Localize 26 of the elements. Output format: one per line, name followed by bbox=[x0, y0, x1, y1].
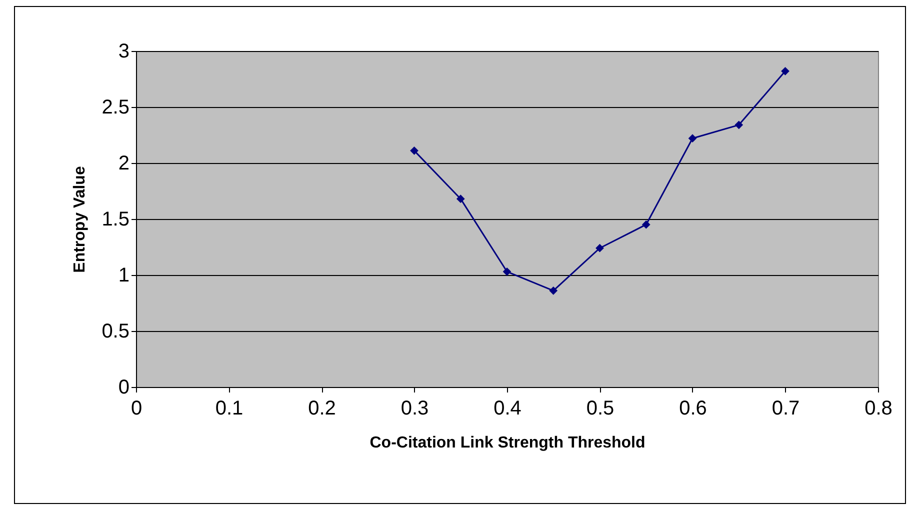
x-tick-label: 0.7 bbox=[772, 398, 800, 420]
x-tick-label: 0.6 bbox=[679, 398, 707, 420]
point bbox=[688, 134, 697, 143]
point bbox=[781, 66, 790, 76]
point bbox=[549, 286, 558, 295]
point bbox=[456, 194, 465, 204]
x-tick-label: 0.2 bbox=[308, 398, 336, 420]
point bbox=[502, 267, 512, 276]
x-axis-title: Co-Citation Link Strength Threshold bbox=[370, 434, 646, 452]
y-tick-label: 1 bbox=[118, 264, 130, 286]
y-tick-label: 0 bbox=[118, 376, 130, 398]
y-tick-label: 0.5 bbox=[102, 320, 130, 342]
y-tick-label: 3 bbox=[118, 40, 130, 62]
x-tick-label: 0.1 bbox=[215, 398, 244, 420]
x-tick-label: 0.5 bbox=[586, 398, 614, 420]
point bbox=[642, 220, 650, 229]
point bbox=[734, 120, 744, 130]
point bbox=[410, 146, 418, 155]
point bbox=[596, 244, 604, 252]
y-tick-label: 1.5 bbox=[102, 208, 130, 230]
x-tick-label: 0.4 bbox=[494, 398, 522, 420]
x-tick-label: 0.8 bbox=[864, 398, 892, 420]
x-tick-label: 0.3 bbox=[400, 398, 429, 420]
y-tick-label: 2 bbox=[118, 152, 130, 174]
y-tick-label: 2.5 bbox=[102, 96, 130, 118]
y-axis-title: Entropy Value bbox=[72, 166, 89, 273]
